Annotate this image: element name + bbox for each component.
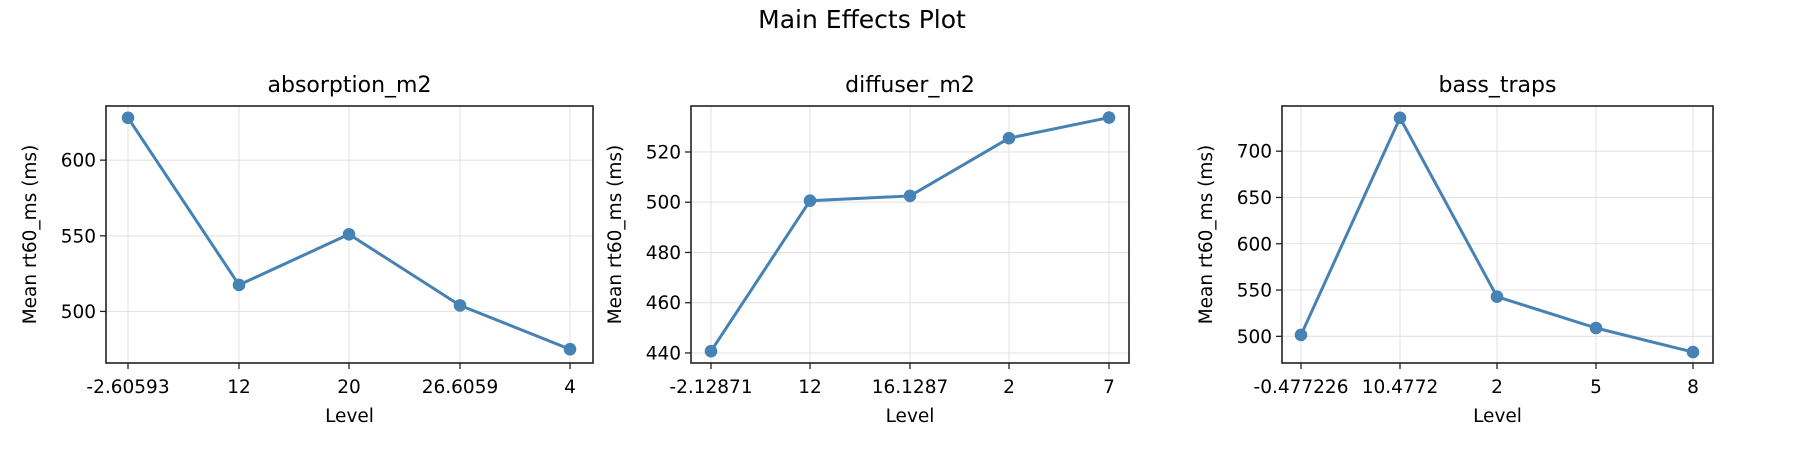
data-point-marker bbox=[1102, 111, 1116, 124]
subplot-title: absorption_m2 bbox=[268, 73, 432, 98]
y-tick-label: 500 bbox=[646, 193, 681, 214]
subplots-group: -2.60593 12 20 26.6059 4 500 550 600 absorption_… bbox=[20, 73, 1714, 427]
data-point-marker bbox=[1490, 290, 1504, 304]
y-tick-label: 700 bbox=[1237, 142, 1272, 163]
y-tick-label: 550 bbox=[61, 226, 96, 247]
y-tick-label: 520 bbox=[646, 142, 681, 163]
data-point-marker bbox=[704, 344, 718, 358]
x-axis-label: Level bbox=[325, 406, 374, 427]
x-tick-label: 16.1287 bbox=[872, 377, 949, 398]
y-axis-label: Mean rt60_ms (ms) bbox=[20, 145, 41, 325]
subplot-title: diffuser_m2 bbox=[845, 73, 975, 98]
data-point-marker bbox=[903, 189, 917, 203]
y-tick-label: 650 bbox=[1237, 188, 1272, 209]
x-tick-label: 10.4772 bbox=[1362, 377, 1439, 398]
data-point-marker bbox=[563, 342, 577, 356]
y-tick-label: 480 bbox=[646, 243, 681, 264]
x-tick-label: 8 bbox=[1687, 377, 1699, 398]
y-tick-label: 550 bbox=[1237, 281, 1272, 302]
subplot-diffuser_m2: -2.12871 12 16.1287 2 7 440 460 480 500 520 diffus… bbox=[605, 73, 1130, 427]
x-axis-label: Level bbox=[886, 406, 935, 427]
x-tick-label: -0.477226 bbox=[1254, 377, 1349, 398]
x-tick-label: 26.6059 bbox=[422, 377, 499, 398]
y-tick-label: 600 bbox=[61, 151, 96, 172]
x-tick-label: 5 bbox=[1590, 377, 1602, 398]
x-tick-label: 2 bbox=[1003, 377, 1015, 398]
figure-title: Main Effects Plot bbox=[758, 5, 966, 34]
y-axis-label: Mean rt60_ms (ms) bbox=[1196, 145, 1217, 325]
x-tick-label: 7 bbox=[1103, 377, 1115, 398]
x-tick-label: 4 bbox=[564, 377, 576, 398]
data-point-marker bbox=[232, 278, 246, 292]
data-point-marker bbox=[1294, 328, 1308, 342]
x-axis-label: Level bbox=[1473, 406, 1522, 427]
data-point-marker bbox=[1002, 131, 1016, 145]
data-point-marker bbox=[803, 194, 817, 208]
y-tick-label: 460 bbox=[646, 293, 681, 314]
y-tick-label: 440 bbox=[646, 343, 681, 364]
y-tick-label: 500 bbox=[1237, 327, 1272, 348]
y-axis-label: Mean rt60_ms (ms) bbox=[605, 145, 626, 325]
x-tick-label: 12 bbox=[227, 377, 251, 398]
data-point-marker bbox=[1589, 321, 1603, 335]
x-tick-label: 20 bbox=[337, 377, 361, 398]
x-tick-label: -2.60593 bbox=[86, 377, 169, 398]
y-tick-label: 500 bbox=[61, 302, 96, 323]
data-point-marker bbox=[342, 227, 356, 241]
data-point-marker bbox=[121, 111, 135, 125]
subplot-title: bass_traps bbox=[1439, 73, 1557, 98]
data-point-marker bbox=[453, 299, 467, 312]
subplot-bass_traps: -0.477226 10.4772 2 5 8 500 550 600 650 700 bass_t… bbox=[1196, 73, 1714, 427]
data-point-marker bbox=[1686, 345, 1700, 359]
x-tick-label: 12 bbox=[798, 377, 822, 398]
subplot-absorption_m2: -2.60593 12 20 26.6059 4 500 550 600 absorption_… bbox=[20, 73, 594, 427]
x-tick-label: -2.12871 bbox=[669, 377, 752, 398]
x-tick-label: 2 bbox=[1491, 377, 1503, 398]
data-point-marker bbox=[1393, 111, 1407, 125]
y-tick-label: 600 bbox=[1237, 234, 1272, 255]
